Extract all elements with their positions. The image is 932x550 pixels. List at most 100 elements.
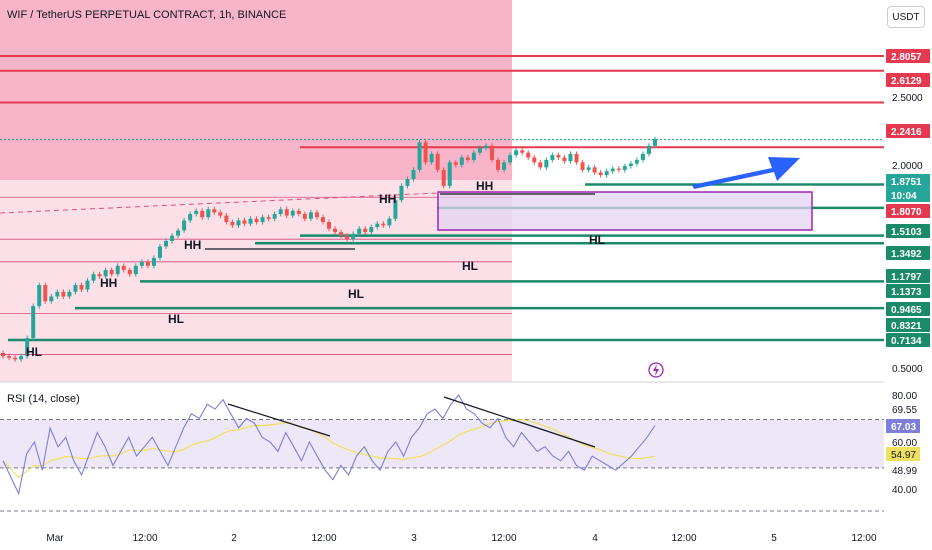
candle-9 [55, 291, 60, 297]
candle-75 [453, 162, 458, 165]
annotation-hh-3: HH [476, 179, 493, 193]
candle-59 [357, 228, 362, 234]
candle-54 [327, 222, 331, 229]
candle-97 [586, 167, 591, 170]
candle-37 [224, 215, 229, 223]
candle-101 [610, 168, 615, 172]
price-tag-bg-12 [886, 302, 930, 316]
candle-92 [556, 155, 561, 158]
candle-70 [423, 142, 428, 163]
candle-86 [520, 150, 525, 153]
candle-100 [604, 171, 609, 176]
time-label-8: 5 [771, 533, 777, 544]
candle-85 [514, 150, 519, 156]
candle-47 [284, 209, 289, 216]
candle-49 [296, 210, 301, 214]
time-label-3: 12:00 [311, 533, 336, 544]
time-label-4: 3 [411, 533, 417, 544]
candle-14 [85, 280, 90, 290]
candle-64 [387, 218, 392, 226]
candle-50 [302, 213, 307, 219]
rsi-tag-bg-2 [886, 419, 920, 433]
candle-35 [212, 209, 217, 213]
price-tag-5: 1.8751 [891, 177, 922, 188]
rsi-label-6: 40.00 [892, 485, 917, 496]
candle-84 [508, 155, 513, 163]
candle-52 [314, 212, 319, 218]
time-label-6: 4 [592, 533, 598, 544]
rsi-title: RSI (14, close) [7, 393, 80, 405]
candle-99 [598, 172, 603, 176]
candle-28 [170, 235, 175, 241]
price-tag-bg-6 [886, 188, 930, 202]
price-label-4: 2.0000 [892, 161, 923, 172]
annotation-hh-0: HH [100, 276, 117, 290]
candle-60 [363, 228, 368, 233]
rsi-ma-line [2, 419, 656, 479]
time-label-5: 12:00 [491, 533, 516, 544]
candle-68 [411, 169, 416, 180]
rsi-label-1: 69.55 [892, 405, 917, 416]
price-tag-11: 1.1373 [891, 287, 922, 298]
candle-42 [254, 218, 259, 223]
time-label-9: 12:00 [851, 533, 876, 544]
candle-108 [653, 139, 657, 146]
price-tag-14: 0.7134 [891, 336, 922, 347]
zone-box [437, 191, 813, 231]
candle-29 [176, 230, 181, 236]
candle-18 [109, 269, 114, 275]
candle-31 [188, 213, 193, 221]
candle-1 [7, 356, 12, 358]
rsi-band [0, 419, 884, 468]
candle-96 [580, 162, 585, 170]
price-levels [0, 55, 884, 355]
price-tag-10: 1.1797 [891, 272, 922, 283]
candle-27 [164, 240, 168, 247]
rsi-label-0: 80.00 [892, 391, 917, 402]
annotation-hl-5: HL [168, 312, 184, 326]
candle-8 [49, 296, 54, 302]
candle-40 [242, 220, 247, 224]
forecast-arrow [692, 157, 800, 189]
rsi-ma-tag-4: 54.97 [891, 450, 916, 461]
candles [1, 136, 657, 362]
price-tag-6: 10:04 [891, 191, 917, 202]
candle-39 [236, 220, 241, 226]
candle-34 [206, 209, 211, 218]
price-tag-0: 2.8057 [891, 52, 922, 63]
price-tag-3: 2.2416 [891, 127, 922, 138]
price-label-15: 0.5000 [892, 364, 923, 375]
annotation-hl-4: HL [26, 345, 42, 359]
candle-26 [157, 246, 162, 258]
candle-98 [592, 167, 597, 173]
price-tag-1: 2.6129 [891, 76, 922, 87]
candle-71 [429, 153, 434, 163]
price-tag-bg-1 [886, 73, 930, 87]
candle-78 [471, 152, 476, 160]
candle-88 [532, 157, 537, 163]
price-axis: 2.8057 2.6129 2.5000 2.2416 2.0000 1.8751 10:0… [886, 49, 930, 375]
time-label-2: 2 [231, 533, 237, 544]
annotation-hl-8: HL [589, 233, 605, 247]
candle-15 [91, 274, 96, 281]
candle-51 [308, 212, 313, 219]
rsi-tag-2: 67.03 [891, 422, 916, 433]
candle-95 [574, 153, 579, 163]
currency-selector[interactable]: USDT [887, 6, 925, 28]
candle-77 [465, 157, 470, 160]
candle-20 [121, 265, 126, 270]
candle-65 [393, 200, 398, 219]
candle-102 [616, 168, 621, 170]
dashed-trend-line [0, 192, 439, 214]
lightning-icon [648, 362, 664, 378]
price-tag-bg-7 [886, 204, 930, 218]
rsi-divergence-1 [227, 403, 331, 437]
candle-66 [399, 185, 404, 201]
candle-83 [502, 162, 507, 170]
candle-79 [477, 148, 482, 153]
candle-36 [218, 212, 223, 216]
candle-10 [61, 291, 66, 297]
time-label-7: 12:00 [671, 533, 696, 544]
